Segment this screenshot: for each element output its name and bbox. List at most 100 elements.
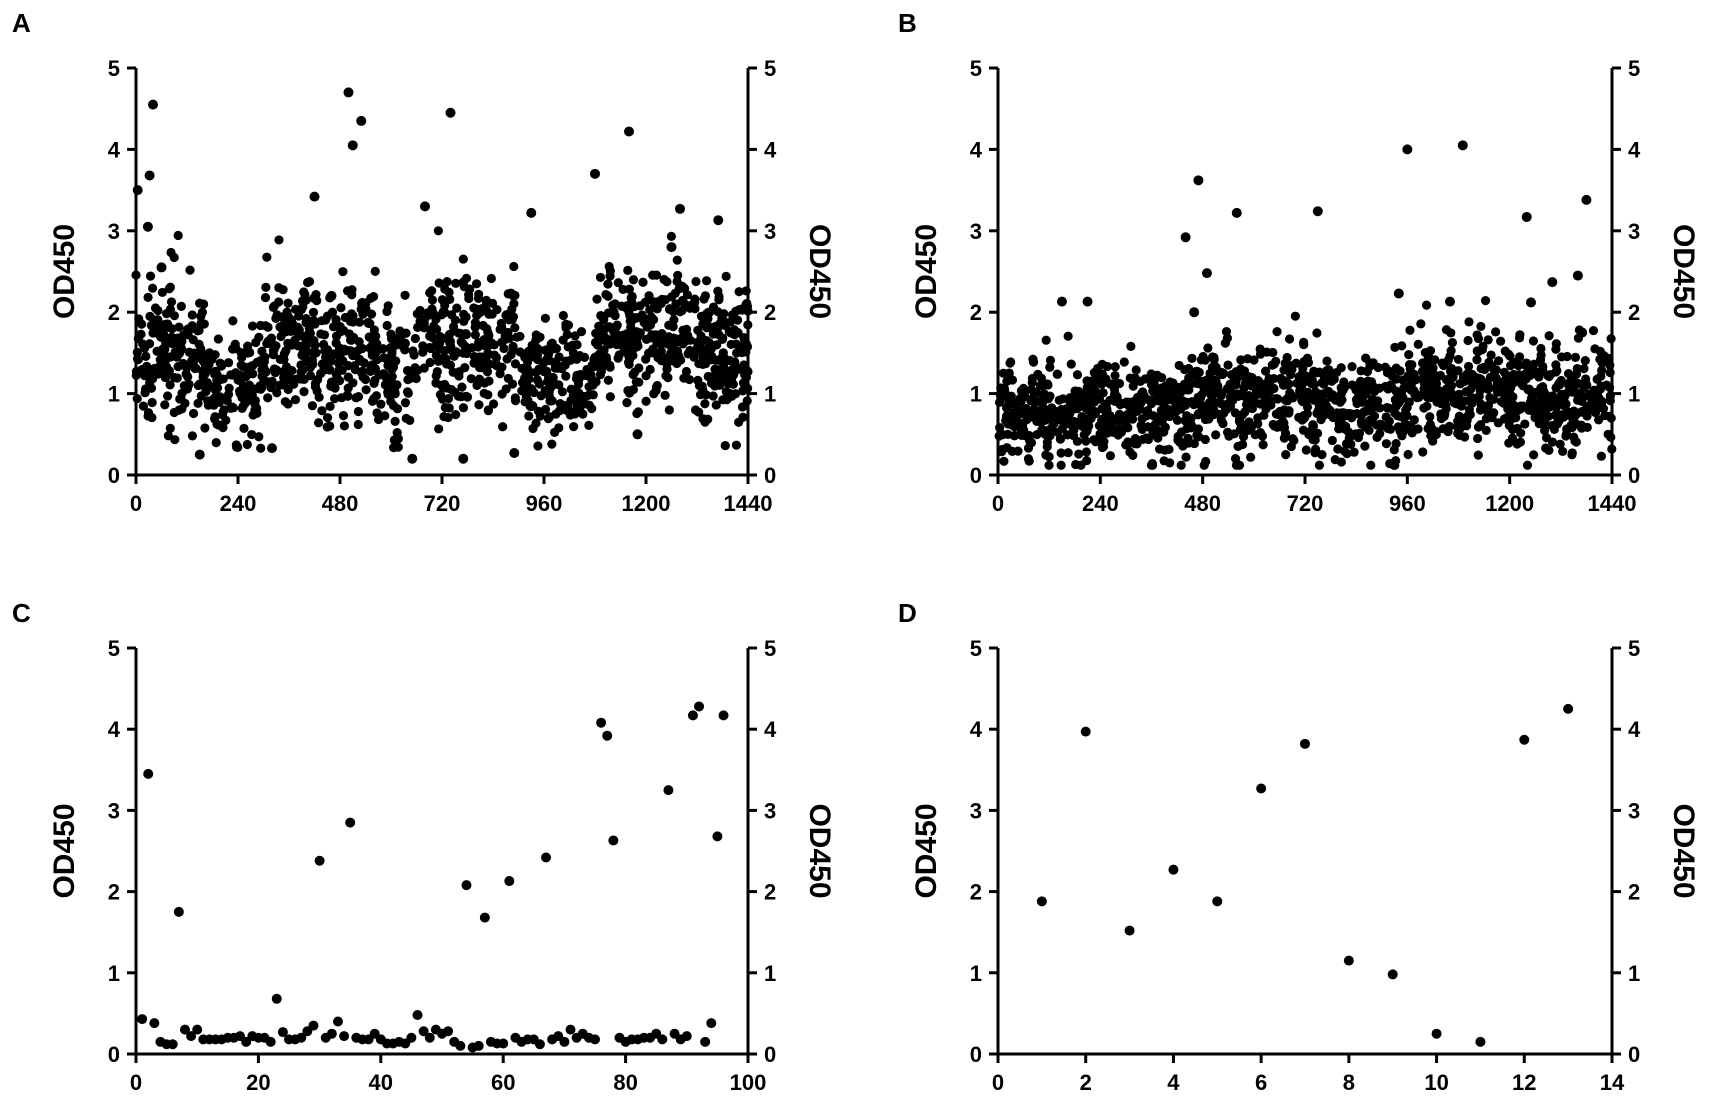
data-point bbox=[1407, 360, 1417, 370]
data-point bbox=[1447, 371, 1457, 381]
data-point bbox=[1375, 419, 1385, 429]
data-point bbox=[1066, 359, 1076, 369]
data-point bbox=[1077, 421, 1087, 431]
data-point bbox=[1086, 400, 1096, 410]
data-point bbox=[628, 369, 638, 380]
data-point bbox=[1480, 296, 1491, 306]
data-point bbox=[1398, 375, 1408, 385]
data-point bbox=[1503, 379, 1513, 389]
data-point bbox=[1457, 140, 1468, 151]
data-point bbox=[1147, 460, 1158, 470]
data-point bbox=[1319, 398, 1329, 409]
data-point bbox=[507, 379, 518, 389]
data-point bbox=[1349, 447, 1359, 457]
data-point bbox=[571, 394, 582, 404]
data-point bbox=[256, 443, 266, 453]
data-point bbox=[526, 207, 537, 218]
data-point bbox=[713, 215, 724, 226]
data-point bbox=[343, 372, 353, 382]
data-point bbox=[1268, 347, 1278, 358]
data-point bbox=[1438, 424, 1448, 434]
data-point bbox=[326, 381, 336, 391]
data-point bbox=[1036, 896, 1047, 907]
y-tick-label-left: 4 bbox=[108, 137, 121, 162]
data-point bbox=[1338, 385, 1348, 395]
data-point bbox=[719, 362, 729, 373]
data-point bbox=[1454, 411, 1464, 421]
data-point bbox=[444, 287, 454, 297]
data-point bbox=[345, 817, 356, 828]
data-point bbox=[685, 346, 695, 356]
data-point bbox=[1228, 395, 1238, 405]
data-point bbox=[354, 317, 365, 327]
data-point bbox=[1155, 444, 1165, 454]
data-point bbox=[1393, 422, 1403, 432]
data-point bbox=[675, 203, 685, 214]
data-point bbox=[534, 1039, 545, 1050]
data-point bbox=[1540, 418, 1550, 428]
data-point bbox=[1209, 352, 1219, 363]
y-tick-label-left: 3 bbox=[108, 798, 120, 823]
y-tick-label-right: 1 bbox=[1628, 961, 1640, 986]
x-tick-label: 10 bbox=[1424, 1070, 1448, 1095]
data-point bbox=[136, 329, 146, 339]
data-point bbox=[1110, 388, 1120, 398]
data-point bbox=[1580, 356, 1590, 366]
data-point bbox=[593, 340, 603, 350]
data-point bbox=[541, 366, 552, 376]
data-point bbox=[424, 1032, 435, 1043]
data-point bbox=[698, 385, 708, 395]
data-point bbox=[439, 411, 449, 422]
y-tick-label-left: 2 bbox=[970, 880, 982, 905]
data-point bbox=[1241, 379, 1251, 389]
data-point bbox=[1505, 361, 1516, 371]
y-axis-title-left: OD450 bbox=[910, 224, 943, 319]
y-tick-label-left: 1 bbox=[108, 961, 120, 986]
data-point bbox=[173, 230, 183, 241]
data-point bbox=[1425, 412, 1435, 422]
data-point bbox=[469, 303, 479, 313]
data-point bbox=[1301, 445, 1311, 455]
data-point bbox=[1044, 460, 1054, 470]
data-point bbox=[1339, 377, 1349, 387]
data-point bbox=[1362, 367, 1373, 377]
data-point bbox=[1164, 387, 1174, 397]
data-point bbox=[1545, 370, 1555, 380]
data-point bbox=[1423, 355, 1433, 365]
data-point bbox=[1204, 414, 1214, 424]
data-point bbox=[176, 301, 186, 311]
data-point bbox=[1403, 449, 1413, 460]
data-point bbox=[274, 235, 284, 245]
data-point bbox=[1570, 352, 1581, 362]
data-point bbox=[169, 350, 179, 360]
data-point bbox=[271, 341, 281, 351]
data-point bbox=[1596, 451, 1606, 461]
data-point bbox=[138, 339, 148, 349]
y-tick-label-left: 2 bbox=[108, 880, 120, 905]
data-point bbox=[165, 282, 175, 292]
data-point bbox=[1380, 362, 1390, 372]
data-point bbox=[701, 276, 712, 286]
y-tick-label-left: 4 bbox=[970, 717, 983, 742]
data-point bbox=[1481, 425, 1491, 435]
data-point bbox=[472, 311, 482, 321]
data-point bbox=[545, 412, 555, 422]
data-point bbox=[351, 393, 362, 403]
data-point bbox=[419, 319, 429, 329]
x-tick-label: 6 bbox=[1255, 1070, 1267, 1095]
data-point bbox=[440, 355, 450, 366]
data-point bbox=[1328, 390, 1338, 400]
data-point bbox=[1366, 460, 1376, 470]
data-point bbox=[1278, 380, 1289, 390]
data-point bbox=[619, 346, 630, 356]
data-point bbox=[1255, 389, 1266, 399]
data-point bbox=[257, 346, 267, 356]
data-point bbox=[631, 377, 641, 387]
data-point bbox=[1055, 434, 1065, 444]
data-point bbox=[194, 325, 204, 336]
data-point bbox=[301, 318, 311, 328]
data-point bbox=[1514, 352, 1525, 362]
data-point bbox=[307, 401, 318, 411]
data-point bbox=[343, 391, 353, 401]
data-point bbox=[1002, 443, 1012, 453]
